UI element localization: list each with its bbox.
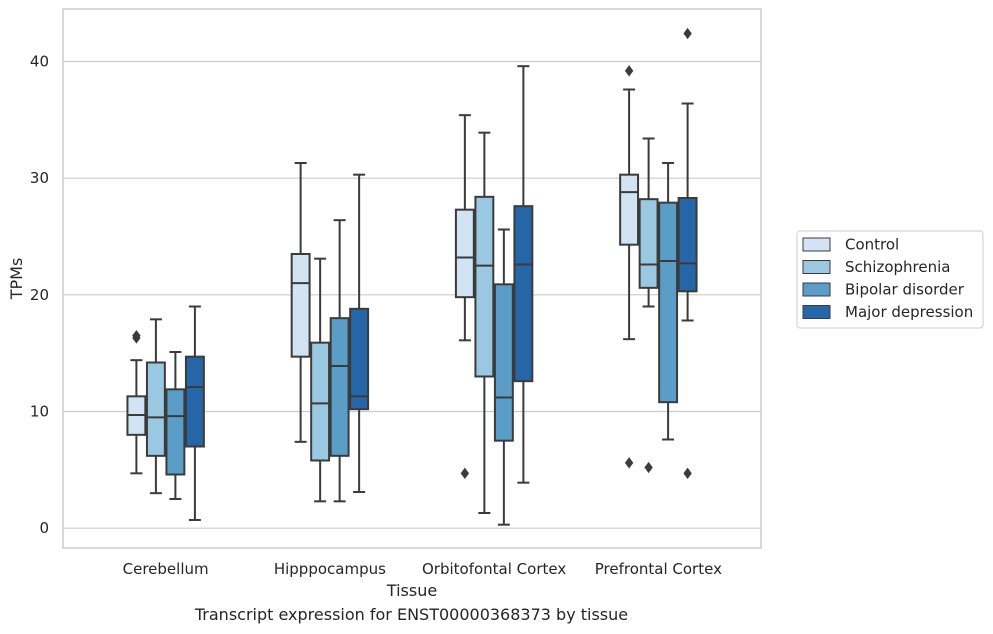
box-iqr: [329, 317, 350, 457]
box-iqr: [349, 307, 370, 411]
y-axis-label: TPMs: [7, 258, 26, 301]
box-groups: [126, 27, 698, 526]
box-iqr: [677, 197, 698, 293]
x-axis-label: Tissue: [386, 581, 437, 600]
box-bipolar-disorder: [493, 228, 514, 526]
figure-caption: Transcript expression for ENST0000036837…: [194, 605, 629, 624]
legend-swatch: [802, 282, 831, 297]
y-tick-labels: 0 10 20 30 40: [30, 53, 49, 538]
legend-label: Schizophrenia: [845, 258, 950, 276]
box-iqr: [145, 361, 166, 457]
outlier-point: [132, 329, 141, 342]
box-iqr: [165, 388, 186, 476]
legend-label: Bipolar disorder: [845, 281, 965, 299]
box-bipolar-disorder: [658, 162, 679, 441]
box-major-depression: [677, 27, 698, 480]
box-control: [619, 65, 640, 469]
box-control: [454, 114, 475, 480]
box-major-depression: [184, 305, 205, 521]
legend-swatch: [802, 260, 831, 274]
y-tick-label: 0: [39, 519, 49, 537]
legend-label: Major depression: [845, 303, 973, 321]
y-tick-label: 40: [30, 53, 49, 71]
box-iqr: [513, 205, 534, 383]
box-major-depression: [349, 173, 370, 493]
box-iqr: [454, 208, 475, 299]
outlier-point: [624, 65, 634, 77]
legend-swatch: [802, 305, 831, 319]
legend-label: Control: [845, 236, 899, 254]
outlier-point: [624, 457, 634, 469]
y-tick-label: 30: [30, 169, 49, 187]
box-schizophrenia: [474, 131, 495, 514]
outlier-point: [683, 467, 692, 480]
box-schizophrenia: [145, 318, 166, 495]
legend-frame: [796, 230, 984, 329]
box-iqr: [290, 253, 311, 358]
box-bipolar-disorder: [165, 351, 186, 500]
x-tick-label: Cerebellum: [123, 560, 209, 578]
outlier-point: [460, 467, 470, 480]
y-tick-label: 20: [30, 286, 49, 304]
box-iqr: [310, 341, 331, 462]
box-major-depression: [513, 65, 534, 484]
box-iqr: [493, 283, 514, 442]
box-iqr: [619, 173, 640, 246]
legend-swatch: [802, 237, 831, 252]
x-tick-label: Prefrontal Cortex: [595, 560, 722, 578]
outlier-point: [683, 27, 692, 40]
box-iqr: [638, 198, 659, 289]
box-control: [290, 162, 311, 443]
box-schizophrenia: [310, 257, 331, 503]
box-iqr: [474, 195, 495, 378]
y-tick-label: 10: [30, 403, 49, 421]
box-iqr: [184, 355, 205, 448]
plot-frame: [62, 8, 762, 549]
box-bipolar-disorder: [329, 219, 350, 503]
x-tick-label: Orbitofontal Cortex: [422, 560, 566, 578]
outlier-point: [644, 461, 653, 474]
x-tick-label: Hipppocampus: [274, 560, 386, 578]
box-control: [126, 329, 147, 475]
x-tick-labels: Cerebellum Hipppocampus Orbitofontal Corte…: [123, 560, 722, 578]
legend: Control Schizophrenia Bipolar disorder Majo…: [796, 230, 984, 329]
box-schizophrenia: [638, 137, 659, 474]
box-iqr: [658, 201, 679, 404]
